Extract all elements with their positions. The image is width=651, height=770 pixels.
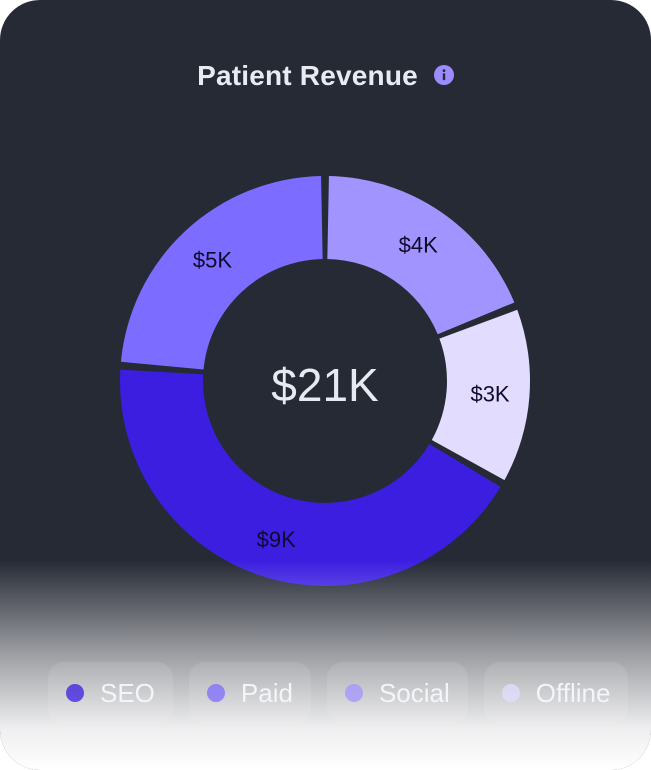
legend-item-offline[interactable]: Offline <box>483 662 629 724</box>
donut-slice-social[interactable] <box>327 176 515 335</box>
slice-label-offline: $3K <box>470 381 509 406</box>
legend-dot-offline <box>501 684 520 702</box>
legend-label: Offline <box>535 677 611 708</box>
info-glyph <box>442 69 446 81</box>
card-header: Patient Revenue <box>0 54 651 98</box>
slice-label-social: $4K <box>399 232 438 257</box>
donut-slice-paid[interactable] <box>120 176 323 370</box>
donut-slice-offline[interactable] <box>431 309 530 481</box>
card-title: Patient Revenue <box>197 60 418 91</box>
total-value: $21K <box>271 359 379 411</box>
legend-item-social[interactable]: Social <box>326 662 468 724</box>
legend-dot-social <box>344 684 363 702</box>
legend-dot-paid <box>206 684 225 702</box>
donut-slice-seo[interactable] <box>120 369 501 587</box>
legend: SEO Paid Social Offline <box>48 662 648 728</box>
slice-label-paid: $5K <box>193 248 232 273</box>
legend-label: Paid <box>240 677 293 708</box>
slice-label-seo: $9K <box>257 527 296 552</box>
info-icon[interactable] <box>433 65 454 85</box>
legend-item-paid[interactable]: Paid <box>188 662 311 724</box>
legend-dot-seo <box>66 684 84 702</box>
legend-item-seo[interactable]: SEO <box>48 662 173 724</box>
legend-label: SEO <box>100 677 155 708</box>
legend-label: Social <box>378 677 450 708</box>
